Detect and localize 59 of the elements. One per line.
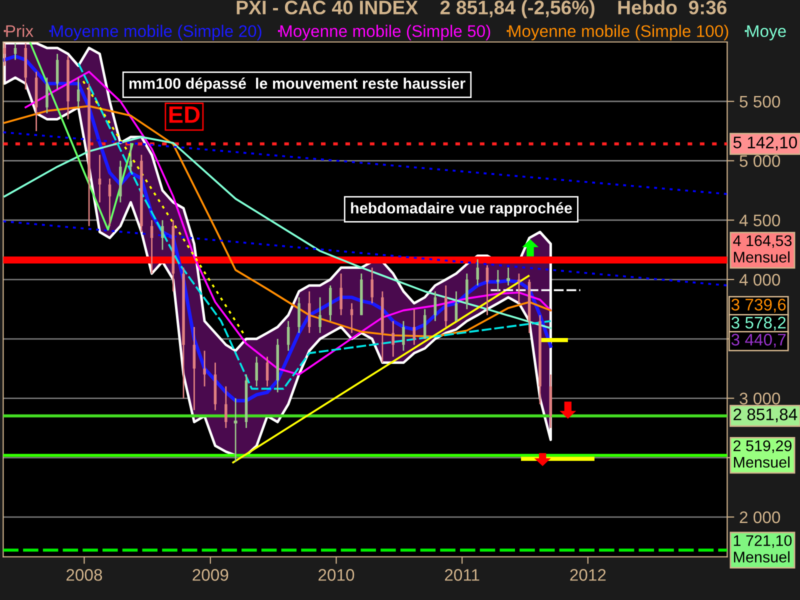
- candlestick: [108, 178, 112, 227]
- candlestick: [192, 326, 196, 411]
- candlestick: [476, 258, 479, 286]
- candlestick: [3, 42, 6, 66]
- ref-line-label: 2 851,84: [734, 408, 798, 422]
- legend-label: Moye: [747, 25, 786, 40]
- ref-line-label: 2 519,29 Mensuel: [734, 440, 792, 468]
- candlestick: [286, 320, 290, 352]
- candlestick: [486, 264, 489, 316]
- candlestick: [14, 42, 17, 61]
- candlestick: [46, 76, 48, 114]
- candlestick: [56, 53, 59, 90]
- candlestick: [224, 386, 228, 429]
- candlestick: [298, 296, 300, 334]
- candlestick: [203, 350, 206, 388]
- ref-line-label: 4 164,53 Mensuel: [733, 235, 792, 263]
- ref-line-label: 5 142,10: [733, 136, 797, 150]
- candlestick: [518, 272, 520, 304]
- y-tick-label: 5 500: [740, 96, 780, 108]
- candlestick: [423, 308, 426, 340]
- candlestick: [412, 308, 416, 346]
- candlestick: [402, 320, 405, 352]
- text: 3 739,6: [731, 298, 786, 313]
- text: 3 440,7: [731, 334, 786, 348]
- x-tick-label: 2008: [66, 569, 102, 581]
- x-tick-label: 2010: [318, 569, 354, 581]
- chart-title: PXI - CAC 40 INDEX 2 851,84 (-2,56%) Hebdo 9:36: [236, 0, 727, 18]
- candlestick: [350, 302, 354, 334]
- candlestick: [444, 284, 448, 328]
- candlestick: [76, 76, 80, 108]
- candlestick: [340, 272, 342, 316]
- y-tick-label: 3 000: [740, 392, 780, 404]
- candlestick: [370, 266, 374, 304]
- x-tick-label: 2011: [444, 569, 480, 581]
- candlestick: [466, 272, 468, 310]
- legend-label: Moyenne mobile (Simple 20): [52, 24, 262, 40]
- candlestick: [161, 219, 164, 251]
- y-tick-label: 4 000: [739, 274, 780, 286]
- candlestick: [308, 290, 311, 334]
- legend-label: Moyenne mobile (Simple 50): [280, 24, 490, 40]
- candlestick: [98, 154, 102, 204]
- candlestick: [255, 356, 258, 388]
- annotation: ED: [169, 106, 200, 123]
- annotation: hebdomadaire vue rapprochée: [351, 202, 572, 216]
- candlestick: [392, 320, 395, 358]
- candlestick: [496, 269, 500, 292]
- y-tick-label: 2 000: [740, 511, 780, 524]
- x-tick-label: 2012: [570, 569, 606, 581]
- annotation: mm100 dépassé le mouvement reste haussier: [129, 78, 466, 92]
- legend-label: Moyenne mobile (Simple 100): [509, 24, 728, 40]
- y-tick-label: 5 000: [740, 155, 780, 167]
- x-tick-label: 2009: [192, 569, 228, 581]
- y-tick-label: 4 500: [739, 214, 780, 226]
- candlestick: [318, 296, 322, 334]
- text: 3 578,2: [731, 316, 786, 331]
- candlestick: [150, 219, 154, 274]
- legend-label: Prix: [6, 24, 34, 37]
- candlestick: [266, 356, 269, 388]
- ref-line-label: 1 721,10 Mensuel: [734, 535, 792, 562]
